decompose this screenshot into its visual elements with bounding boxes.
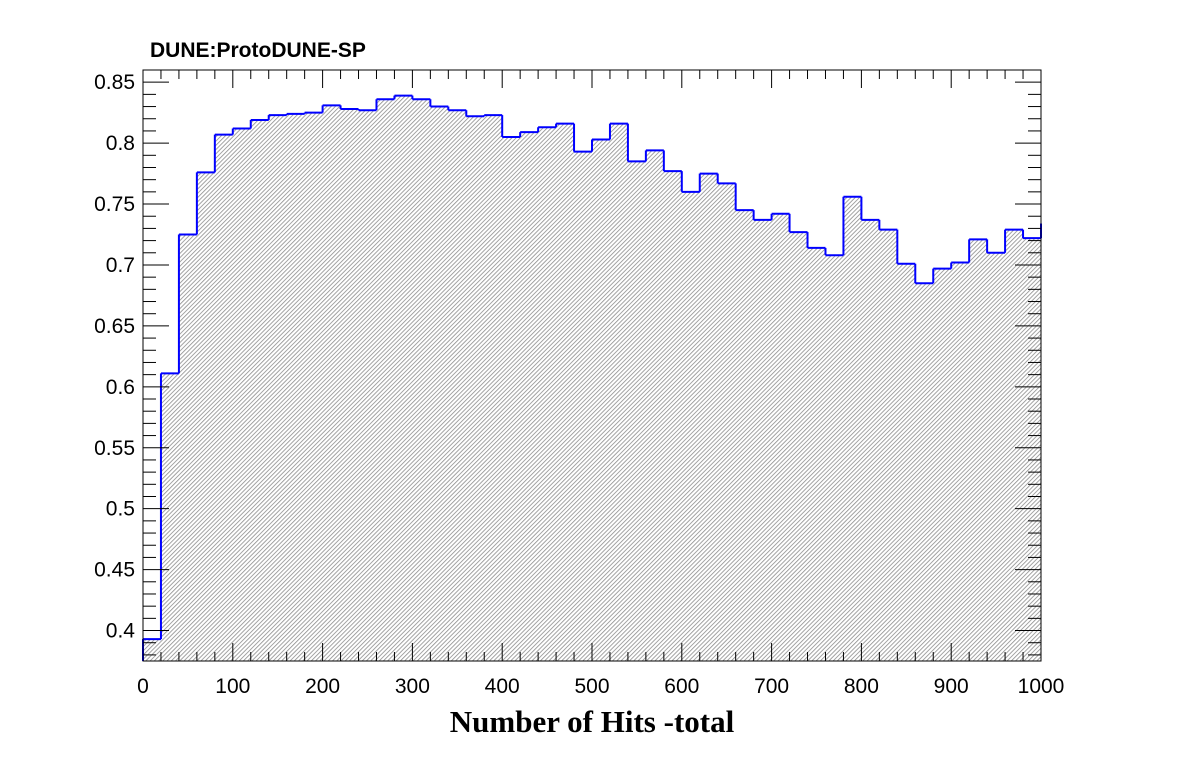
y-tick-label: 0.5 <box>106 498 135 521</box>
x-tick-label: 200 <box>305 675 340 698</box>
x-tick-label: 600 <box>664 675 699 698</box>
x-tick-label: 500 <box>574 675 609 698</box>
x-tick-label: 900 <box>934 675 969 698</box>
x-tick-label: 100 <box>215 675 250 698</box>
y-tick-label: 0.7 <box>106 254 135 277</box>
y-tick-label: 0.6 <box>106 376 135 399</box>
y-tick-label: 0.75 <box>94 193 135 216</box>
y-tick-label: 0.65 <box>94 315 135 338</box>
plot-area: 0 100 200 300 400 500 600 700 800 900 1000 0.4 0.45 0… <box>94 69 1065 698</box>
y-tick-label: 0.55 <box>94 437 135 460</box>
histogram-bins <box>143 94 1041 641</box>
y-tick-label: 0.8 <box>106 132 135 155</box>
y-tick-label: 0.45 <box>94 559 135 582</box>
x-axis-label: Number of Hits -total <box>450 704 735 739</box>
x-tick-label: 800 <box>844 675 879 698</box>
x-tick-label: 300 <box>395 675 430 698</box>
y-tick-label: 0.85 <box>94 71 135 94</box>
x-tick-label: 700 <box>754 675 789 698</box>
x-tick-label: 400 <box>485 675 520 698</box>
y-tick-label: 0.4 <box>106 620 136 643</box>
x-tick-label: 1000 <box>1018 675 1065 698</box>
histogram-fill <box>143 95 1041 661</box>
x-tick-label: 0 <box>137 675 149 698</box>
chart-title: DUNE:ProtoDUNE-SP <box>150 39 366 62</box>
